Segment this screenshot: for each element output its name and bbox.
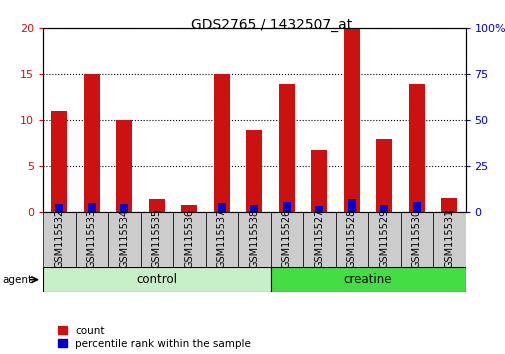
Text: GSM115527: GSM115527 <box>314 209 324 268</box>
Bar <box>43 212 75 267</box>
Bar <box>440 198 457 212</box>
Text: GSM115535: GSM115535 <box>152 209 162 268</box>
Text: GSM115532: GSM115532 <box>54 209 64 268</box>
Bar <box>282 202 290 212</box>
Bar <box>444 211 452 212</box>
Text: GSM115529: GSM115529 <box>379 209 388 268</box>
Bar <box>408 84 424 212</box>
Bar <box>335 212 367 267</box>
Bar <box>432 212 465 267</box>
Text: GSM115530: GSM115530 <box>411 209 421 268</box>
Text: GDS2765 / 1432507_at: GDS2765 / 1432507_at <box>190 18 351 32</box>
Bar <box>213 74 229 212</box>
Bar <box>375 139 391 212</box>
Bar <box>140 212 173 267</box>
Text: GSM115537: GSM115537 <box>216 209 226 268</box>
Text: GSM115534: GSM115534 <box>119 209 129 268</box>
Bar <box>43 267 270 292</box>
Bar <box>245 130 262 212</box>
Bar <box>237 212 270 267</box>
Bar <box>412 202 420 212</box>
Text: GSM115536: GSM115536 <box>184 209 194 268</box>
Bar <box>181 205 197 212</box>
Bar <box>75 212 108 267</box>
Bar <box>400 212 432 267</box>
Bar <box>120 204 128 212</box>
Bar <box>249 205 258 212</box>
Text: agent: agent <box>3 275 33 285</box>
Legend: count, percentile rank within the sample: count, percentile rank within the sample <box>58 326 250 349</box>
Bar <box>148 199 165 212</box>
Text: creatine: creatine <box>343 273 391 286</box>
Bar <box>302 212 335 267</box>
Bar <box>315 206 323 212</box>
Text: control: control <box>136 273 177 286</box>
Bar <box>343 28 359 212</box>
Bar <box>367 212 400 267</box>
Text: GSM115528: GSM115528 <box>346 209 356 268</box>
Bar <box>153 211 161 212</box>
Bar <box>108 212 140 267</box>
Bar <box>379 205 387 212</box>
Text: GSM115538: GSM115538 <box>249 209 259 268</box>
Bar <box>87 203 95 212</box>
Bar <box>217 202 225 212</box>
Bar <box>116 120 132 212</box>
Bar <box>278 84 294 212</box>
Bar <box>83 74 99 212</box>
Bar <box>51 111 67 212</box>
Bar <box>270 212 302 267</box>
Text: GSM115531: GSM115531 <box>443 209 453 268</box>
Text: GSM115526: GSM115526 <box>281 209 291 268</box>
Bar <box>270 267 465 292</box>
Bar <box>205 212 237 267</box>
Bar <box>173 212 205 267</box>
Text: GSM115533: GSM115533 <box>86 209 96 268</box>
Bar <box>311 150 327 212</box>
Bar <box>55 204 63 212</box>
Bar <box>347 199 355 212</box>
